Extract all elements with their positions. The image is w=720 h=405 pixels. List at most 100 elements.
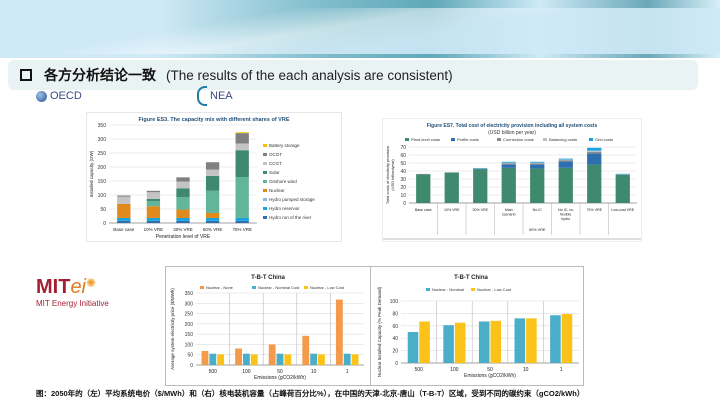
x-tick-label: No IC, no flexible hydro [558, 208, 573, 221]
y-tick-label: 250 [98, 151, 107, 157]
nea-swirl-icon [197, 86, 207, 106]
legend-swatch [263, 162, 267, 165]
legend-swatch [263, 153, 267, 156]
bar-segment [501, 164, 516, 168]
bar [561, 314, 573, 363]
legend-label: Balancing costs [549, 137, 577, 142]
legend-swatch [589, 138, 593, 141]
x-tick-label: 50 [277, 369, 283, 375]
y-tick-label: 80 [392, 311, 398, 317]
bar-segment [558, 167, 573, 203]
legend-swatch [263, 198, 267, 201]
legend-swatch [304, 286, 308, 289]
legend-swatch [471, 288, 475, 291]
bar-segment [235, 177, 249, 218]
x-axis-label: Emissions (gCO2/kWh) [464, 373, 516, 379]
bar-segment [235, 143, 249, 151]
bar-segment [176, 209, 190, 218]
bar-segment [146, 198, 161, 202]
bar-segment [117, 217, 131, 221]
price-chart-panel: T-B-T China 0 50 100 150 200 250 300 350 Average … [165, 266, 372, 386]
x-axis-label: Penetration level of VRE [156, 234, 211, 240]
bar-segment [587, 150, 602, 152]
x-tick-label: 100 [242, 369, 251, 375]
x-tick-label: 500 [209, 369, 218, 375]
header-banner [0, 0, 720, 58]
bar [419, 321, 430, 363]
x-tick-label: 1 [346, 369, 349, 375]
bar [490, 320, 502, 363]
x-tick-label: 50 [487, 367, 493, 373]
bar [201, 351, 209, 365]
chart-title: Figure ES7. Total cost of electricity pr… [427, 123, 598, 129]
legend-swatch [426, 288, 430, 291]
legend-swatch [263, 189, 267, 192]
legend-swatch [200, 286, 204, 289]
legend-label: Hydro reservoir [269, 206, 300, 211]
x-tick-label: 100 [450, 367, 459, 373]
y-tick-label: 50 [100, 207, 106, 213]
capacity-mix-chart: Figure ES3. The capacity mix with differ… [89, 117, 315, 240]
bar [443, 325, 454, 363]
bar [217, 354, 225, 365]
bar [351, 354, 359, 365]
bar-segment [176, 177, 190, 182]
bar-segment [530, 162, 545, 164]
x-tick-label: 10 [311, 369, 317, 375]
bar-segment [146, 217, 161, 221]
bar-segment [615, 174, 630, 203]
bar-segment [501, 163, 516, 165]
legend-swatch [405, 138, 409, 141]
title-zh: 各方分析结论一致 [44, 67, 156, 83]
bar [454, 322, 466, 363]
bullet-square-icon [20, 69, 32, 81]
bar-segment [146, 192, 161, 199]
y-axis-label: Nuclear Installed Capacity (% Peak Deman… [377, 286, 382, 377]
system-cost-chart-panel: Figure ES7. Total cost of electricity pr… [382, 118, 642, 242]
bar-segment [235, 217, 249, 221]
figure-caption: 图：2050年的（左）平均系统电价（$/MWh）和（右）核电装机容量（占峰荷百分… [36, 389, 585, 398]
x-tick-label: Low-cost VRE [611, 208, 634, 212]
legend-label: Nuclear - Low Cost [477, 287, 512, 292]
x-group-label: 50% VRE [529, 228, 546, 232]
legend-label: Hydro pumped storage [269, 197, 315, 202]
bar-segment [146, 190, 161, 193]
bar-segment [117, 203, 131, 218]
bar-segment [587, 147, 602, 151]
bar-segment [205, 217, 220, 221]
globe-icon [36, 90, 47, 102]
legend-label: Nuclear - Low Cost [310, 285, 345, 290]
y-tick-label: 200 [98, 165, 107, 171]
capacity-mix-chart-panel: Figure ES3. The capacity mix with differ… [86, 112, 342, 242]
legend-swatch [497, 138, 501, 141]
bar-segment [205, 169, 220, 176]
nea-logo: NEA [197, 86, 233, 106]
y-tick-label: 100 [98, 193, 107, 199]
y-tick-label: 10 [400, 193, 406, 199]
x-tick-label: 10% VRE [444, 208, 460, 212]
x-tick-label: 50% VRE [203, 227, 223, 232]
y-tick-label: 200 [185, 322, 194, 328]
y-tick-label: 150 [98, 179, 107, 185]
nuclear-capacity-chart: T-B-T China 0 20 40 60 80 100 Nuclear Installed… [377, 275, 579, 379]
bar-segment [530, 168, 545, 203]
bar-segment [530, 164, 545, 169]
legend-label: Profile costs [457, 137, 479, 142]
bar-segment [176, 197, 190, 210]
legend-label: Battery storage [269, 143, 300, 148]
bar-segment [176, 220, 190, 223]
x-tick-label: 10 [523, 367, 529, 373]
bar-segment [501, 162, 516, 164]
legend-label: Nuclear - Nominal Cost [258, 285, 300, 290]
chart-subtitle: (USD billion per year) [488, 130, 536, 136]
y-axis-label: Total costs of electricity provision(USD… [385, 146, 395, 204]
x-tick-label: No IC [533, 208, 543, 212]
bar-segment [117, 195, 131, 197]
bar [514, 318, 526, 363]
bar-segment [205, 175, 220, 191]
x-tick-label: 30% VRE [472, 208, 488, 212]
sunburst-icon: ✺ [86, 276, 97, 290]
y-tick-label: 0 [403, 201, 406, 207]
y-tick-label: 40 [400, 169, 406, 175]
mitei-logo: MITei✺ MIT Energy Initiative [36, 276, 109, 308]
